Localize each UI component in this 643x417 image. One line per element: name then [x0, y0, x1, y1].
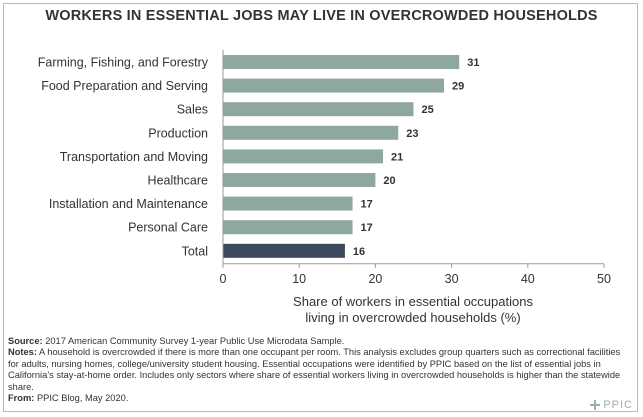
chart-title: WORKERS IN ESSENTIAL JOBS MAY LIVE IN OV…	[45, 8, 598, 24]
data-label: 29	[452, 81, 464, 93]
bar	[223, 173, 376, 187]
data-label: 25	[422, 104, 434, 116]
data-label: 20	[383, 175, 395, 187]
chart-frame	[3, 3, 638, 412]
data-label: 23	[406, 128, 418, 140]
bar	[223, 243, 345, 258]
category-label: Farming, Fishing, and Forestry	[38, 56, 209, 70]
category-label: Production	[148, 126, 208, 140]
category-label: Total	[182, 244, 208, 258]
data-label: 17	[361, 222, 373, 234]
from-line: From: PPIC Blog, May 2020.	[8, 393, 633, 404]
x-tick-label: 20	[368, 272, 382, 286]
data-label: 16	[353, 246, 365, 258]
source-text: 2017 American Community Survey 1-year Pu…	[45, 336, 345, 346]
data-label: 31	[467, 57, 479, 69]
category-label: Food Preparation and Serving	[41, 79, 208, 93]
x-axis-title: Share of workers in essential occupation…	[293, 294, 533, 309]
category-label: Sales	[177, 103, 208, 117]
x-tick-label: 0	[220, 272, 227, 286]
bar	[223, 149, 384, 164]
bar	[223, 78, 444, 93]
x-tick-label: 10	[292, 272, 306, 286]
bar	[223, 196, 353, 211]
bar	[223, 125, 399, 140]
x-axis-title: living in overcrowded households (%)	[305, 310, 520, 325]
from-label: From:	[8, 393, 35, 404]
category-label: Installation and Maintenance	[49, 197, 208, 211]
data-label: 17	[361, 199, 373, 211]
x-tick-label: 40	[521, 272, 535, 286]
notes-label: Notes:	[8, 347, 37, 358]
from-text: PPIC Blog, May 2020.	[36, 393, 129, 404]
notes-text: A household is overcrowded if there is m…	[8, 347, 621, 392]
logo-text: PPIC	[603, 399, 633, 411]
category-label: Transportation and Moving	[60, 150, 208, 164]
x-tick-label: 30	[445, 272, 459, 286]
bar	[223, 220, 353, 235]
bar	[223, 55, 460, 69]
data-label: 21	[391, 151, 403, 163]
source-line: Source: 2017 American Community Survey 1…	[8, 336, 633, 347]
logo-mark-icon	[590, 400, 601, 410]
category-label: Personal Care	[128, 221, 208, 235]
source-label: Source:	[8, 336, 43, 346]
notes-line: Notes: A household is overcrowded if the…	[8, 347, 633, 393]
footer-notes: Source: 2017 American Community Survey 1…	[8, 336, 633, 404]
bar	[223, 102, 414, 117]
x-tick-label: 50	[597, 272, 611, 286]
ppic-logo: PPIC	[590, 399, 633, 411]
category-label: Healthcare	[148, 174, 208, 188]
